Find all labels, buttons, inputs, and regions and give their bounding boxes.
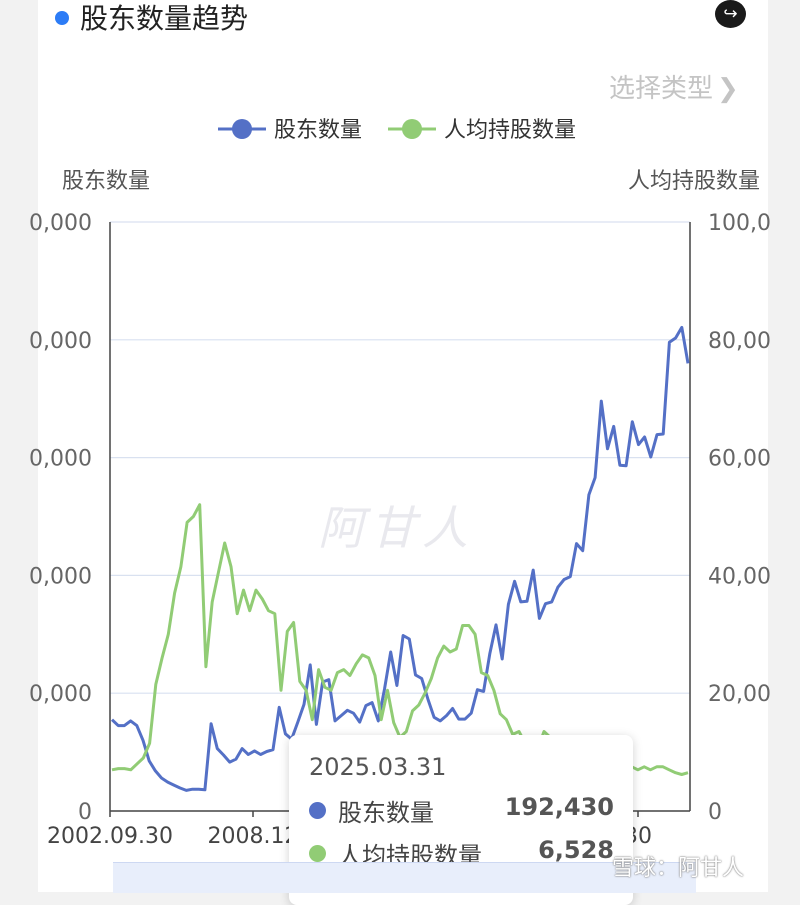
legend-label: 人均持股数量: [444, 118, 576, 143]
left-axis-title: 股东数量: [62, 169, 150, 194]
right-tick-label: 0: [708, 800, 722, 825]
select-type-button[interactable]: 选择类型 ❯: [609, 68, 739, 105]
left-tick-label: 0,000: [29, 211, 92, 236]
xueqiu-watermark: 雪球：阿甘人: [612, 856, 745, 881]
left-tick-label: 0,000: [29, 329, 92, 354]
legend-label: 股东数量: [274, 118, 362, 143]
left-tick-label: 0,000: [29, 564, 92, 589]
chevron-right-icon: ❯: [717, 74, 739, 104]
right-tick-label: 20,00: [708, 682, 771, 707]
left-tick-label: 0: [78, 800, 92, 825]
left-tick-label: 0,000: [29, 682, 92, 707]
tooltip-date: 2025.03.31: [309, 753, 447, 781]
series-dot-icon: [309, 802, 326, 819]
share-icon[interactable]: ↪: [715, 0, 746, 28]
legend: 股东数量 人均持股数量: [218, 118, 576, 143]
right-axis-title: 人均持股数量: [628, 169, 760, 194]
watermark: 阿甘人: [318, 501, 474, 555]
right-tick-label: 60,00: [708, 447, 771, 472]
right-tick-label: 40,00: [708, 564, 771, 589]
title-bullet: [55, 11, 69, 25]
grid-lines: [110, 221, 690, 694]
series-lines: [110, 325, 690, 792]
left-tick-label: 0,000: [29, 447, 92, 472]
x-tick-label: 2002.09.30: [47, 824, 173, 849]
series-line-holders: [110, 325, 690, 792]
right-tick-label: 100,0: [708, 211, 771, 236]
tooltip-series-value: 6,528: [538, 836, 614, 864]
x-tick-label: 2008.12: [208, 824, 299, 849]
data-zoom-slider[interactable]: [113, 862, 696, 893]
select-type-label: 选择类型: [609, 74, 714, 104]
tooltip-row-holders: 股东数量 192,430: [309, 793, 614, 828]
tooltip-series-name: 股东数量: [338, 799, 434, 827]
legend-marker: [402, 119, 422, 139]
series-dot-icon: [309, 845, 326, 862]
right-tick-label: 80,00: [708, 329, 771, 354]
tooltip-series-value: 192,430: [504, 793, 614, 821]
legend-marker: [232, 119, 252, 139]
page-title: 股东数量趋势: [80, 2, 249, 35]
axes: 0 0 0,000 20,00 0,000 40,00 0,000 60,00 0,000 80,…: [29, 169, 771, 849]
